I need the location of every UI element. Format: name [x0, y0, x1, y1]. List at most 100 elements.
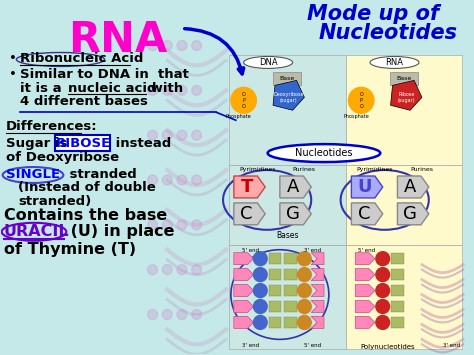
Text: A: A [404, 178, 416, 196]
FancyBboxPatch shape [391, 269, 404, 280]
Circle shape [177, 265, 187, 275]
Circle shape [162, 220, 172, 230]
Circle shape [162, 175, 172, 185]
Circle shape [191, 310, 201, 320]
Text: Contains the base: Contains the base [4, 208, 167, 223]
Text: Nucleotides: Nucleotides [318, 23, 457, 43]
Text: Deoxyribose
(sugar): Deoxyribose (sugar) [273, 92, 304, 103]
Text: stranded): stranded) [18, 195, 91, 208]
Text: C: C [240, 205, 253, 223]
Circle shape [254, 284, 267, 297]
Polygon shape [351, 176, 383, 198]
Polygon shape [356, 269, 375, 280]
Circle shape [254, 316, 267, 329]
Circle shape [191, 220, 201, 230]
Text: Base: Base [397, 76, 412, 81]
FancyBboxPatch shape [269, 253, 282, 264]
Text: Pyrimidines: Pyrimidines [239, 167, 275, 172]
Circle shape [177, 130, 187, 140]
Circle shape [298, 284, 311, 297]
Polygon shape [356, 253, 375, 265]
Polygon shape [356, 301, 375, 312]
FancyBboxPatch shape [284, 285, 297, 296]
Circle shape [162, 40, 172, 50]
Text: A: A [286, 178, 299, 196]
Circle shape [191, 265, 201, 275]
Circle shape [147, 40, 157, 50]
Text: Purines: Purines [293, 167, 316, 172]
Text: Phosphate: Phosphate [226, 114, 252, 119]
FancyBboxPatch shape [269, 317, 282, 328]
Polygon shape [311, 301, 324, 312]
Circle shape [177, 85, 187, 95]
FancyBboxPatch shape [391, 253, 404, 264]
FancyBboxPatch shape [284, 317, 297, 328]
Polygon shape [234, 285, 254, 296]
FancyBboxPatch shape [390, 72, 419, 85]
FancyBboxPatch shape [269, 285, 282, 296]
Ellipse shape [244, 56, 292, 69]
Circle shape [177, 310, 187, 320]
Text: 3' end: 3' end [242, 343, 259, 348]
Text: Differences:: Differences: [6, 120, 97, 133]
Circle shape [191, 175, 201, 185]
Ellipse shape [268, 144, 380, 162]
Circle shape [376, 252, 390, 266]
Text: Polynucleotides: Polynucleotides [360, 344, 415, 350]
FancyBboxPatch shape [229, 55, 346, 165]
Text: C: C [358, 205, 370, 223]
Text: U: U [357, 178, 372, 196]
Polygon shape [397, 203, 429, 225]
Text: Base: Base [279, 76, 294, 81]
Circle shape [298, 300, 311, 313]
Text: •: • [9, 53, 17, 65]
Circle shape [254, 300, 267, 313]
Text: Mode up of: Mode up of [307, 4, 439, 24]
FancyBboxPatch shape [284, 269, 297, 280]
Polygon shape [356, 285, 375, 296]
FancyBboxPatch shape [269, 269, 282, 280]
Text: Phosphate: Phosphate [344, 114, 369, 119]
FancyBboxPatch shape [269, 301, 282, 312]
Text: 3' end: 3' end [304, 248, 321, 253]
Text: Pyrimidines: Pyrimidines [356, 167, 393, 172]
Text: Nucleotides: Nucleotides [295, 148, 353, 158]
Circle shape [191, 40, 201, 50]
Text: of Thymine (T): of Thymine (T) [4, 242, 136, 257]
Text: Bases: Bases [276, 231, 299, 240]
Polygon shape [234, 316, 254, 328]
Circle shape [162, 310, 172, 320]
FancyBboxPatch shape [391, 285, 404, 296]
Circle shape [376, 300, 390, 313]
FancyBboxPatch shape [273, 72, 301, 85]
Text: SINGLE: SINGLE [6, 168, 60, 181]
Circle shape [162, 130, 172, 140]
Polygon shape [234, 301, 254, 312]
Circle shape [162, 85, 172, 95]
Text: 5' end: 5' end [357, 248, 374, 253]
Text: 3' end: 3' end [443, 343, 460, 348]
Text: Sugar is: Sugar is [6, 137, 72, 150]
Text: with: with [146, 82, 183, 95]
Text: Ribose
(sugar): Ribose (sugar) [397, 92, 415, 103]
Text: O
P
O: O P O [242, 92, 246, 109]
FancyBboxPatch shape [346, 165, 462, 245]
FancyBboxPatch shape [346, 55, 462, 165]
Text: stranded: stranded [65, 168, 137, 181]
Text: URACIL: URACIL [4, 224, 69, 239]
Circle shape [177, 40, 187, 50]
Circle shape [376, 316, 390, 329]
Circle shape [147, 265, 157, 275]
Text: G: G [403, 205, 417, 223]
Ellipse shape [370, 56, 419, 69]
Circle shape [298, 268, 311, 282]
Text: O
P
O: O P O [359, 92, 363, 109]
Polygon shape [311, 269, 324, 280]
Polygon shape [311, 253, 324, 265]
Circle shape [348, 87, 374, 113]
Text: it is a: it is a [20, 82, 66, 95]
Polygon shape [391, 80, 422, 110]
Text: •: • [9, 69, 17, 81]
Circle shape [254, 252, 267, 266]
Polygon shape [280, 203, 311, 225]
